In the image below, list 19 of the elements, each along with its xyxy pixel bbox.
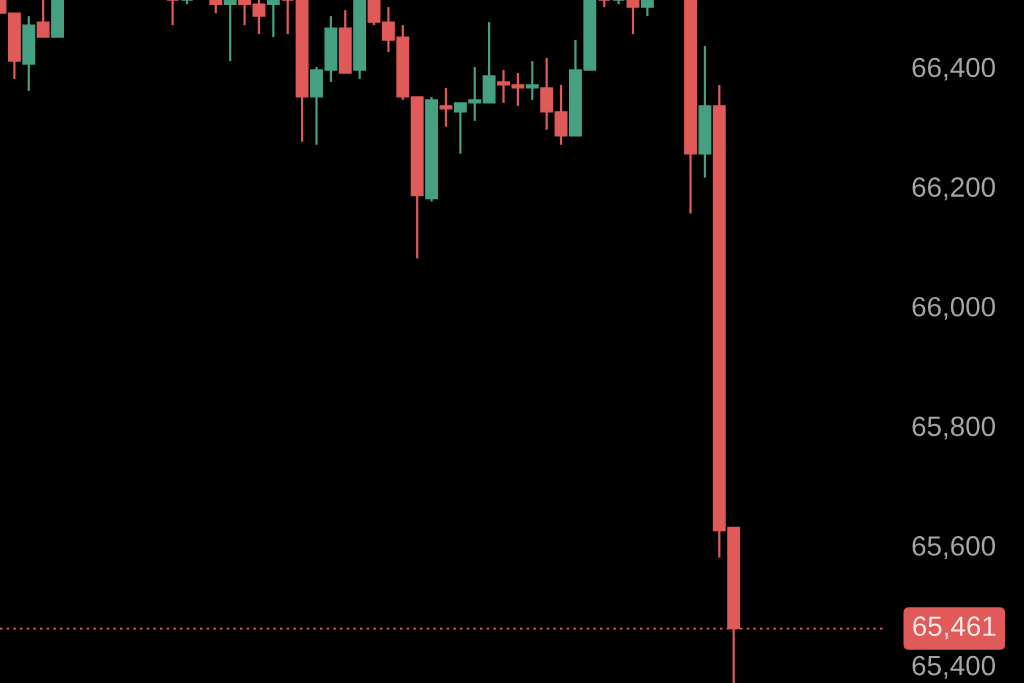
candlestick bbox=[540, 56, 554, 131]
y-tick-label: 66,200 bbox=[912, 177, 995, 201]
candlestick bbox=[266, 0, 280, 39]
candlestick bbox=[367, 0, 381, 27]
candlestick bbox=[525, 59, 539, 101]
candlestick bbox=[612, 0, 626, 6]
candlestick bbox=[223, 0, 237, 63]
candlestick bbox=[439, 86, 453, 128]
candlestick bbox=[626, 0, 640, 36]
candlestick bbox=[36, 0, 50, 39]
candlestick bbox=[166, 0, 180, 27]
y-tick-label: 65,400 bbox=[912, 655, 995, 679]
y-tick-label: 66,000 bbox=[912, 296, 995, 320]
ref-line-label: 65,461 bbox=[913, 616, 996, 640]
y-tick-label: 65,800 bbox=[912, 416, 995, 440]
y-tick-label: 66,400 bbox=[912, 57, 995, 81]
candlestick bbox=[281, 0, 295, 36]
candlestick bbox=[554, 83, 568, 146]
y-tick-label: 65,600 bbox=[912, 536, 995, 560]
